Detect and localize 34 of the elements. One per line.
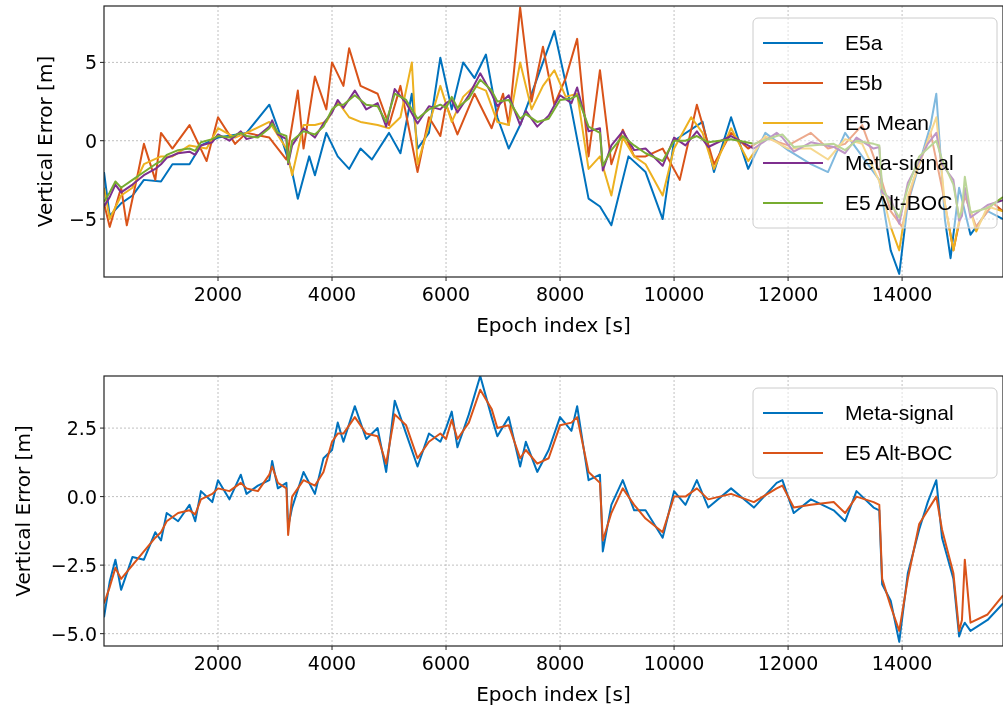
y-tick-label: −2.5 — [50, 554, 97, 577]
legend-label: E5 Alt-BOC — [845, 441, 953, 464]
x-tick-label: 8000 — [535, 652, 585, 674]
y-tick-label: 2.5 — [66, 417, 97, 440]
y-tick-label: 5 — [84, 51, 97, 74]
x-axis-title: Epoch index [s] — [476, 682, 631, 706]
x-tick-label: 2000 — [193, 652, 243, 674]
line-series — [104, 61, 1003, 252]
legend-label: Meta-signal — [845, 151, 954, 174]
y-tick-label: −5 — [68, 208, 97, 231]
y-tick-label: 0 — [84, 129, 97, 152]
legend-label: E5 Mean — [845, 111, 930, 134]
x-tick-label: 8000 — [535, 283, 585, 305]
y-axis-title: Vertical Error [m] — [33, 55, 57, 228]
legend-label: Meta-signal — [845, 401, 954, 424]
x-tick-label: 12000 — [757, 283, 819, 305]
y-axis-title: Vertical Error [m] — [11, 425, 35, 597]
x-tick-label: 10000 — [643, 652, 705, 674]
legend-label: E5b — [845, 71, 883, 94]
legend-label: E5a — [845, 31, 883, 54]
x-tick-label: 10000 — [643, 283, 705, 305]
x-tick-label: 6000 — [421, 652, 471, 674]
y-tick-label: 0.0 — [66, 485, 97, 508]
x-tick-label: 12000 — [757, 652, 819, 674]
x-tick-label: 4000 — [307, 652, 357, 674]
line-series — [104, 30, 1003, 275]
x-tick-label: 2000 — [193, 283, 243, 305]
x-axis-title: Epoch index [s] — [476, 313, 631, 337]
x-tick-label: 4000 — [307, 283, 357, 305]
y-tick-label: −5.0 — [50, 622, 97, 645]
legend-label: E5 Alt-BOC — [845, 191, 953, 214]
x-tick-label: 14000 — [871, 283, 933, 305]
x-tick-label: 6000 — [421, 283, 471, 305]
x-tick-label: 14000 — [871, 652, 933, 674]
